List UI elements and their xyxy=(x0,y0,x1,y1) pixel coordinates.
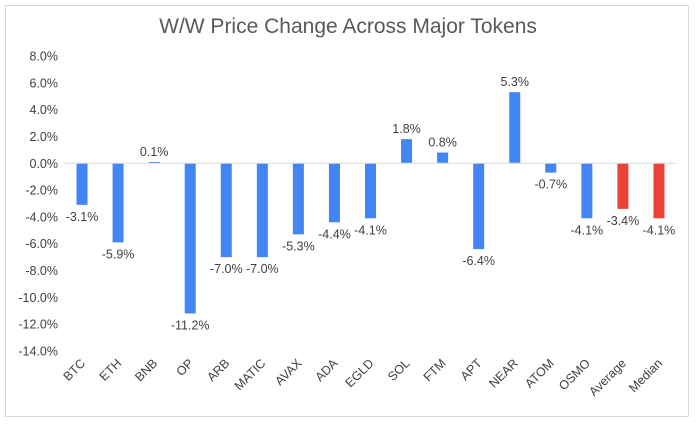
y-tick-label: -4.0% xyxy=(25,210,58,224)
bar-apt xyxy=(473,163,485,250)
data-label: -4.1% xyxy=(643,223,676,237)
x-tick-label: OP xyxy=(174,356,197,379)
bar-ada xyxy=(328,163,340,223)
x-tick-label: AVAX xyxy=(272,356,305,389)
y-tick-label: -10.0% xyxy=(18,291,58,305)
x-tick-label: ETH xyxy=(97,356,125,384)
bar-sol xyxy=(401,139,413,164)
bar-eth xyxy=(112,163,124,243)
data-label: 5.3% xyxy=(500,75,529,89)
bar-bnb xyxy=(148,161,160,164)
y-tick-label: 6.0% xyxy=(30,76,59,90)
y-tick-label: -2.0% xyxy=(25,184,58,198)
bar-median xyxy=(653,163,665,219)
bar-near xyxy=(509,92,521,164)
data-label: -11.2% xyxy=(171,318,210,332)
y-tick-label: -8.0% xyxy=(25,264,58,278)
bar-arb xyxy=(220,163,232,258)
x-tick-label: FTM xyxy=(421,356,449,384)
bar-btc xyxy=(76,163,88,205)
y-tick-label: 8.0% xyxy=(30,50,59,64)
x-tick-label: Median xyxy=(626,356,665,395)
bar-avax xyxy=(292,163,304,235)
data-label: -3.1% xyxy=(66,210,99,224)
data-label: -7.0% xyxy=(246,262,279,276)
data-labels: -3.1%-5.9%0.1%-11.2%-7.0% -7.0%-5.3%-4.4%… xyxy=(66,75,676,332)
data-label: -6.4% xyxy=(462,254,495,268)
data-label: -7.0% xyxy=(210,262,243,276)
data-label: -5.9% xyxy=(102,247,135,261)
y-tick-label: -6.0% xyxy=(25,237,58,251)
x-tick-label: NEAR xyxy=(486,356,520,390)
x-tick-label: EGLD xyxy=(343,356,377,390)
chart-title: W/W Price Change Across Major Tokens xyxy=(159,15,537,38)
x-tick-label: Average xyxy=(586,356,629,399)
bar-atom xyxy=(545,163,557,173)
data-label: -4.1% xyxy=(571,223,604,237)
bar-matic xyxy=(256,163,268,258)
y-tick-label: -12.0% xyxy=(18,318,58,332)
bar-op xyxy=(184,163,196,314)
bar-ftm xyxy=(437,152,449,164)
x-tick-label: BNB xyxy=(132,356,160,384)
data-label: -3.4% xyxy=(607,214,640,228)
data-label: -4.4% xyxy=(318,227,351,241)
y-axis: 8.0% 6.0% 4.0% 2.0% 0.0% -2.0% -4.0% -6.0% -8.0%… xyxy=(18,50,58,359)
bar-average xyxy=(617,163,629,209)
bar-osmo xyxy=(581,163,593,219)
x-tick-label: BTC xyxy=(61,356,89,384)
data-label: -0.7% xyxy=(534,178,567,192)
y-tick-label: 2.0% xyxy=(30,130,59,144)
x-tick-label: MATIC xyxy=(232,356,269,393)
x-tick-label: ARB xyxy=(204,356,232,384)
bar-egld xyxy=(365,163,376,219)
x-tick-label: SOL xyxy=(385,356,413,384)
x-tick-label: ADA xyxy=(312,356,341,385)
x-tick-label: APT xyxy=(458,356,485,383)
y-tick-label: 4.0% xyxy=(30,103,59,117)
data-label: 0.8% xyxy=(428,136,457,150)
data-label: 0.1% xyxy=(140,145,169,159)
x-tick-label: ATOM xyxy=(522,356,557,391)
data-label: 1.8% xyxy=(392,122,421,136)
bars xyxy=(76,92,665,314)
y-tick-label: -14.0% xyxy=(18,345,58,359)
data-label: -4.1% xyxy=(354,223,387,237)
data-label: -5.3% xyxy=(282,239,315,253)
y-tick-label: 0.0% xyxy=(30,157,59,171)
